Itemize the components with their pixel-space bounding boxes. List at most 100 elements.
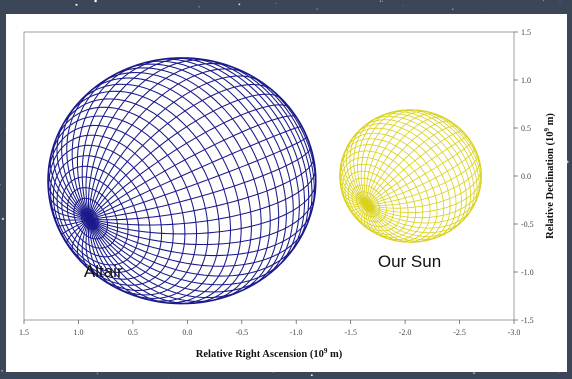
y-axis-label: Relative Declination (109 m) bbox=[543, 113, 556, 239]
latitude-line bbox=[368, 115, 467, 230]
longitude-line bbox=[52, 214, 90, 221]
longitude-line bbox=[343, 144, 368, 206]
longitude-line bbox=[87, 59, 215, 220]
latitude-line bbox=[339, 144, 431, 242]
longitude-line bbox=[81, 219, 92, 272]
star bbox=[382, 0, 384, 2]
y-tick-label: 1.5 bbox=[521, 28, 531, 37]
objects-layer bbox=[47, 57, 482, 305]
y-tick-label: -0.5 bbox=[521, 220, 534, 229]
longitude-line bbox=[71, 71, 120, 220]
latitude-line bbox=[59, 98, 220, 302]
longitude-line bbox=[85, 57, 194, 220]
star bbox=[452, 8, 454, 11]
x-tick-label: 1.5 bbox=[19, 328, 29, 337]
longitude-line bbox=[366, 204, 415, 243]
longitude-line bbox=[61, 100, 90, 220]
longitude-line bbox=[357, 111, 394, 205]
latitude-line bbox=[159, 58, 294, 279]
star bbox=[94, 0, 97, 3]
latitude-line bbox=[222, 63, 313, 233]
longitude-line bbox=[366, 153, 478, 206]
longitude-line bbox=[366, 204, 466, 234]
longitude-line bbox=[366, 204, 383, 238]
longitude-line bbox=[71, 218, 90, 254]
latitude-line bbox=[387, 111, 475, 217]
limb-outline bbox=[47, 57, 317, 305]
longitude-line bbox=[88, 219, 196, 304]
longitude-line bbox=[88, 218, 287, 286]
star bbox=[75, 3, 78, 6]
star bbox=[198, 6, 200, 8]
longitude-line bbox=[49, 151, 90, 220]
longitude-line bbox=[349, 204, 368, 212]
star bbox=[542, 0, 544, 2]
axis-label-text: Relative Declination (10 bbox=[545, 132, 556, 239]
x-tick-label: -1.5 bbox=[344, 328, 357, 337]
star bbox=[558, 372, 560, 374]
y-tick-label: 0.5 bbox=[521, 124, 531, 133]
latitude-line bbox=[66, 90, 231, 304]
y-tick-label: -1.0 bbox=[521, 268, 534, 277]
longitude-line bbox=[88, 218, 248, 299]
object-our-sun bbox=[339, 109, 482, 243]
x-tick-label: -1.0 bbox=[290, 328, 303, 337]
latitude-line bbox=[173, 57, 300, 270]
longitude-line bbox=[88, 83, 274, 220]
longitude-line bbox=[366, 204, 474, 229]
y-axis: 1.5 1.0 0.5 0.0 -0.5 -1.0 -1.5 bbox=[514, 28, 534, 325]
x-tick-label: -3.0 bbox=[508, 328, 521, 337]
latitude-line bbox=[99, 72, 262, 302]
longitude-line bbox=[339, 184, 368, 206]
longitude-line bbox=[365, 110, 430, 205]
longitude-line bbox=[366, 141, 472, 206]
longitude-line bbox=[353, 115, 381, 206]
axis-label-unit: m) bbox=[327, 349, 342, 360]
longitude-line bbox=[366, 136, 468, 206]
longitude-line bbox=[346, 132, 368, 206]
longitude-line bbox=[360, 109, 408, 205]
chart-svg: 1.5 1.0 0.5 0.0 -0.5 -1.0 -1.5 -2.0 -2.5 -3.0 1.5… bbox=[19, 28, 556, 360]
longitude-line bbox=[346, 204, 368, 208]
latitude-line bbox=[124, 63, 280, 293]
star bbox=[188, 10, 190, 11]
longitude-line bbox=[76, 218, 90, 263]
longitude-line bbox=[366, 167, 482, 209]
latitude-line bbox=[379, 113, 471, 225]
y-tick-label: 0.0 bbox=[521, 172, 531, 181]
longitude-line bbox=[76, 62, 144, 220]
latitude-line bbox=[345, 132, 445, 243]
longitude-line bbox=[363, 204, 369, 230]
star bbox=[472, 371, 476, 375]
star bbox=[1, 217, 5, 221]
longitude-line bbox=[366, 113, 439, 205]
annotation-our-sun: Our Sun bbox=[378, 252, 441, 271]
star bbox=[275, 3, 277, 4]
limb-outline bbox=[339, 109, 482, 243]
longitude-line bbox=[88, 68, 250, 220]
latitude-line bbox=[78, 83, 242, 305]
longitude-line bbox=[366, 204, 428, 242]
latitude-line bbox=[362, 119, 462, 235]
axis-label-text: Relative Right Ascension (10 bbox=[196, 349, 324, 360]
star bbox=[1, 369, 4, 372]
longitude-line bbox=[89, 192, 316, 246]
longitude-line bbox=[47, 181, 90, 220]
longitude-line bbox=[89, 126, 303, 220]
annotation-altair: Altair bbox=[84, 262, 123, 281]
x-tick-label: -0.5 bbox=[235, 328, 248, 337]
longitude-line bbox=[366, 204, 403, 243]
longitude-line bbox=[85, 219, 102, 280]
latitude-line bbox=[349, 127, 451, 242]
axis-label-exponent: 9 bbox=[324, 347, 328, 355]
longitude-line bbox=[366, 160, 480, 206]
longitude-line bbox=[339, 175, 368, 206]
latitude-line bbox=[111, 67, 271, 298]
longitude-line bbox=[88, 218, 308, 267]
longitude-line bbox=[366, 204, 456, 237]
longitude-line bbox=[88, 219, 150, 301]
star bbox=[559, 1, 561, 3]
longitude-line bbox=[81, 58, 169, 220]
longitude-line bbox=[366, 184, 482, 219]
